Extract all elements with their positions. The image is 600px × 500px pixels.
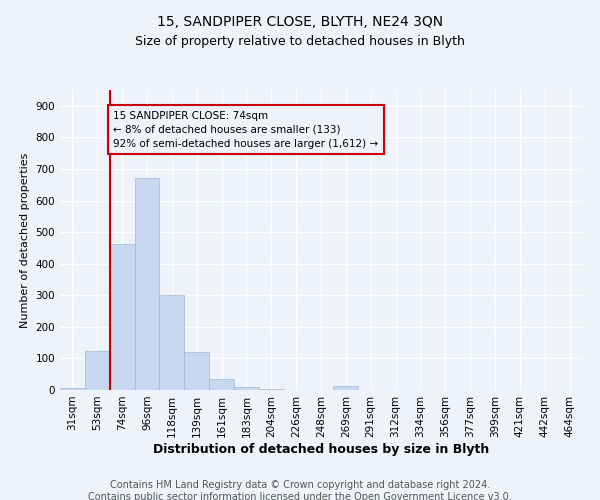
Text: 15, SANDPIPER CLOSE, BLYTH, NE24 3QN: 15, SANDPIPER CLOSE, BLYTH, NE24 3QN [157,15,443,29]
Bar [334,386,358,390]
Bar [184,352,209,390]
Text: 15 SANDPIPER CLOSE: 74sqm
← 8% of detached houses are smaller (133)
92% of semi-: 15 SANDPIPER CLOSE: 74sqm ← 8% of detach… [113,110,379,148]
Bar [110,244,134,390]
Text: Contains HM Land Registry data © Crown copyright and database right 2024.
Contai: Contains HM Land Registry data © Crown c… [88,480,512,500]
Y-axis label: Number of detached properties: Number of detached properties [20,152,30,328]
Bar [259,389,284,390]
Text: Size of property relative to detached houses in Blyth: Size of property relative to detached ho… [135,35,465,48]
Bar [134,178,160,390]
Bar [60,388,85,390]
Bar [85,350,110,390]
Bar [160,296,184,390]
Bar [234,388,259,390]
Text: Distribution of detached houses by size in Blyth: Distribution of detached houses by size … [153,442,489,456]
Bar [209,379,234,390]
